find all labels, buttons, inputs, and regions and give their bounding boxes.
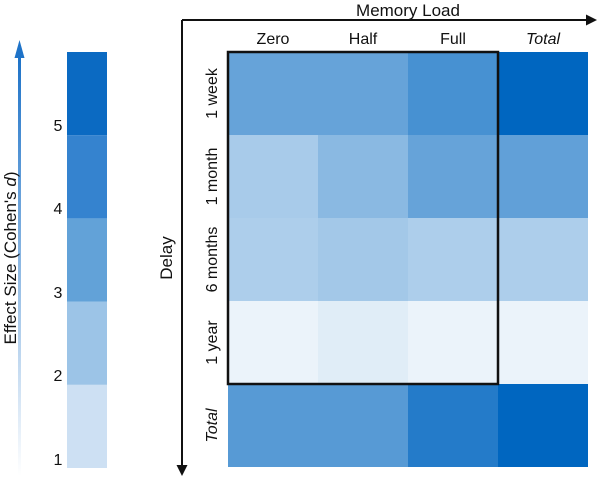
cell-1-week-half — [318, 52, 408, 135]
y-tick-label-1-month: 1 month — [204, 148, 221, 206]
cell-6-months-zero — [228, 218, 318, 301]
cell-1-month-total — [498, 135, 588, 218]
cell-1-week-zero — [228, 52, 318, 135]
cell-total-half — [318, 384, 408, 467]
cell-1-year-half — [318, 301, 408, 384]
cell-total-zero — [228, 384, 318, 467]
cell-1-month-half — [318, 135, 408, 218]
colorbar-label: Effect Size (Cohen's d) — [1, 171, 20, 344]
x-tick-label-total: Total — [526, 31, 561, 48]
colorbar-segment-5 — [67, 52, 107, 136]
cell-6-months-total — [498, 218, 588, 301]
x-tick-label-zero: Zero — [257, 31, 290, 48]
y-tick-label-total: Total — [204, 408, 221, 443]
colorbar-segment-4 — [67, 135, 107, 219]
y-tick-label-1-year: 1 year — [204, 320, 221, 365]
cell-1-month-zero — [228, 135, 318, 218]
cell-1-week-total — [498, 52, 588, 135]
cell-1-year-total — [498, 301, 588, 384]
heatmap-axes: Memory Load Delay — [157, 1, 597, 476]
x-tick-label-half: Half — [349, 31, 378, 48]
x-tick-label-full: Full — [440, 31, 466, 48]
cell-total-total — [498, 384, 588, 467]
highlight-box — [226, 50, 500, 386]
y-tick-label-6-months: 6 months — [204, 227, 221, 293]
cell-6-months-half — [318, 218, 408, 301]
y-axis-title: Delay — [157, 236, 176, 280]
colorbar-tick-5: 5 — [54, 118, 63, 135]
colorbar-segment-2 — [67, 301, 107, 385]
colorbar-arrow-head — [14, 40, 25, 58]
colorbar: Effect Size (Cohen's d) 1 2 3 4 5 — [1, 40, 107, 476]
x-axis-arrow-head — [586, 14, 597, 26]
cell-total-full — [408, 384, 498, 467]
y-tick-labels: 1 week 1 month 6 months 1 year Total — [204, 67, 221, 442]
x-axis-title: Memory Load — [356, 1, 460, 20]
colorbar-tick-2: 2 — [54, 368, 63, 385]
y-tick-label-1-week: 1 week — [204, 67, 221, 119]
colorbar-arrow-shaft — [18, 58, 21, 476]
cell-1-month-full — [408, 135, 498, 218]
cell-1-week-full — [408, 52, 498, 135]
x-tick-labels: Zero Half Full Total — [257, 31, 561, 48]
colorbar-tick-3: 3 — [54, 285, 63, 302]
cell-1-year-zero — [228, 301, 318, 384]
cell-1-year-full — [408, 301, 498, 384]
y-axis-arrow-head — [176, 465, 188, 476]
colorbar-tick-4: 4 — [54, 201, 63, 218]
colorbar-segment-1 — [67, 384, 107, 468]
colorbar-tick-1: 1 — [54, 452, 63, 469]
colorbar-segment-3 — [67, 218, 107, 302]
cell-6-months-full — [408, 218, 498, 301]
heatmap-cells — [228, 52, 588, 467]
